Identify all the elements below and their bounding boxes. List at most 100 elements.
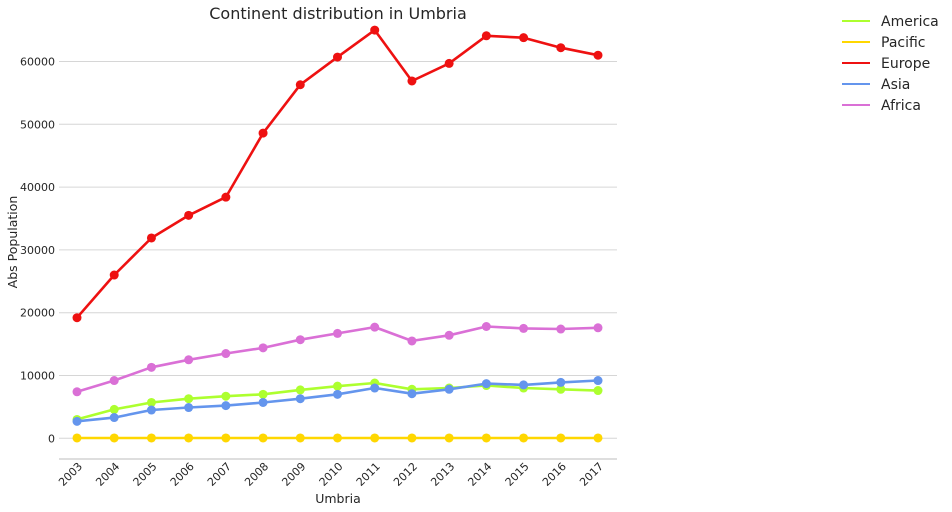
y-tick-label: 0 xyxy=(48,432,55,445)
data-point xyxy=(407,76,417,86)
data-point xyxy=(407,389,417,399)
data-point xyxy=(444,58,454,68)
x-tick-label: 2007 xyxy=(205,460,234,489)
series-asia xyxy=(72,376,603,426)
x-tick-label: 2009 xyxy=(279,460,308,489)
data-point xyxy=(481,433,491,443)
y-tick-label: 50000 xyxy=(20,118,55,131)
data-point xyxy=(519,380,529,390)
legend-label: Africa xyxy=(881,98,921,114)
data-point xyxy=(258,343,268,353)
legend-entry-pacific: Pacific xyxy=(842,35,926,51)
data-point xyxy=(370,25,380,35)
data-point xyxy=(333,381,342,391)
x-tick-label: 2015 xyxy=(503,460,532,489)
data-point xyxy=(295,335,305,345)
data-point xyxy=(295,394,305,404)
data-point xyxy=(556,43,566,53)
data-point xyxy=(333,52,342,62)
series-europe xyxy=(72,25,603,323)
data-point xyxy=(481,31,491,41)
x-tick-label: 2008 xyxy=(242,460,271,489)
y-tick-label: 20000 xyxy=(20,307,55,320)
data-point xyxy=(146,233,156,243)
data-point xyxy=(333,389,342,399)
data-point xyxy=(109,404,119,414)
legend-label: Asia xyxy=(881,77,910,93)
data-point xyxy=(109,270,119,280)
data-point xyxy=(109,413,119,423)
data-point xyxy=(593,386,603,396)
legend-entry-europe: Europe xyxy=(842,56,930,72)
gridlines xyxy=(59,61,617,439)
x-tick-label: 2004 xyxy=(93,460,122,489)
data-point xyxy=(72,313,82,323)
data-point xyxy=(184,433,194,443)
data-point xyxy=(519,323,529,333)
data-point xyxy=(444,330,454,340)
data-point xyxy=(109,376,119,386)
data-point xyxy=(593,376,603,386)
data-point xyxy=(146,362,156,372)
legend-entry-asia: Asia xyxy=(842,77,910,93)
data-point xyxy=(221,401,231,411)
series-pacific xyxy=(72,433,603,443)
data-point xyxy=(184,210,194,220)
x-tick-label: 2006 xyxy=(168,460,197,489)
x-tick-label: 2016 xyxy=(540,460,569,489)
data-point xyxy=(146,405,156,415)
x-tick-label: 2011 xyxy=(354,460,383,489)
data-point xyxy=(146,433,156,443)
data-point xyxy=(72,433,82,443)
chart-title: Continent distribution in Umbria xyxy=(209,4,467,23)
y-tick-label: 40000 xyxy=(20,181,55,194)
data-point xyxy=(444,384,454,394)
series-line-europe xyxy=(76,28,599,319)
data-point xyxy=(370,383,380,393)
data-point xyxy=(258,389,268,399)
x-axis-label: Umbria xyxy=(315,491,361,506)
data-point xyxy=(593,323,603,333)
data-point xyxy=(481,379,491,389)
x-tick-labels: 2003 2004 2005 2006 2007 2008 2009 2010 2011 2012… xyxy=(56,460,606,489)
x-tick-label: 2005 xyxy=(131,460,160,489)
data-point xyxy=(333,328,342,338)
data-point xyxy=(295,80,305,90)
y-tick-label: 10000 xyxy=(20,369,55,382)
x-tick-label: 2017 xyxy=(577,460,606,489)
x-tick-label: 2012 xyxy=(391,460,420,489)
x-tick-label: 2010 xyxy=(317,460,346,489)
data-point xyxy=(221,433,231,443)
data-point xyxy=(295,433,305,443)
data-point xyxy=(72,416,82,426)
y-tick-labels: 0 10000 20000 30000 40000 50000 60000 xyxy=(20,56,55,446)
data-point xyxy=(407,336,417,346)
x-tick-label: 2003 xyxy=(56,460,85,489)
data-point xyxy=(370,322,380,332)
y-tick-label: 30000 xyxy=(20,244,55,257)
series-africa xyxy=(72,322,603,397)
series-lines xyxy=(72,25,603,443)
data-point xyxy=(481,322,491,332)
data-point xyxy=(258,397,268,407)
legend-label: Pacific xyxy=(881,35,926,51)
data-point xyxy=(109,433,119,443)
data-point xyxy=(184,355,194,365)
data-point xyxy=(221,391,231,401)
data-point xyxy=(556,433,566,443)
data-point xyxy=(221,192,231,202)
data-point xyxy=(146,397,156,407)
data-point xyxy=(519,433,529,443)
data-point xyxy=(444,433,454,443)
data-point xyxy=(258,128,268,138)
data-point xyxy=(333,433,342,443)
data-point xyxy=(519,33,529,43)
data-point xyxy=(593,50,603,60)
data-point xyxy=(184,403,194,413)
data-point xyxy=(72,387,82,397)
data-point xyxy=(258,433,268,443)
legend-entry-america: America xyxy=(842,14,939,30)
data-point xyxy=(556,384,566,394)
y-tick-label: 60000 xyxy=(20,56,55,69)
